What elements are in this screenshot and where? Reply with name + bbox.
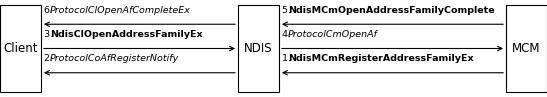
Text: ProtocolCmOpenAf: ProtocolCmOpenAf [288,30,378,39]
Text: NdisClOpenAddressFamilyEx: NdisClOpenAddressFamilyEx [50,30,202,39]
Text: ProtocolCoAfRegisterNotify: ProtocolCoAfRegisterNotify [50,54,179,63]
Text: MCM: MCM [512,42,541,55]
Text: 2.: 2. [44,54,56,63]
Text: 1.: 1. [282,54,294,63]
Text: 4.: 4. [282,30,294,39]
Bar [0,5,41,92]
Text: NdisMCmOpenAddressFamilyComplete: NdisMCmOpenAddressFamilyComplete [288,6,494,15]
Text: 6.: 6. [44,6,56,15]
Text: NdisMCmRegisterAddressFamilyEx: NdisMCmRegisterAddressFamilyEx [288,54,474,63]
Text: ProtocolClOpenAfCompleteEx: ProtocolClOpenAfCompleteEx [50,6,191,15]
Bar [238,5,279,92]
Text: 3.: 3. [44,30,56,39]
Text: Client: Client [3,42,38,55]
Text: 5.: 5. [282,6,294,15]
Bar [506,5,547,92]
Text: NDIS: NDIS [244,42,273,55]
